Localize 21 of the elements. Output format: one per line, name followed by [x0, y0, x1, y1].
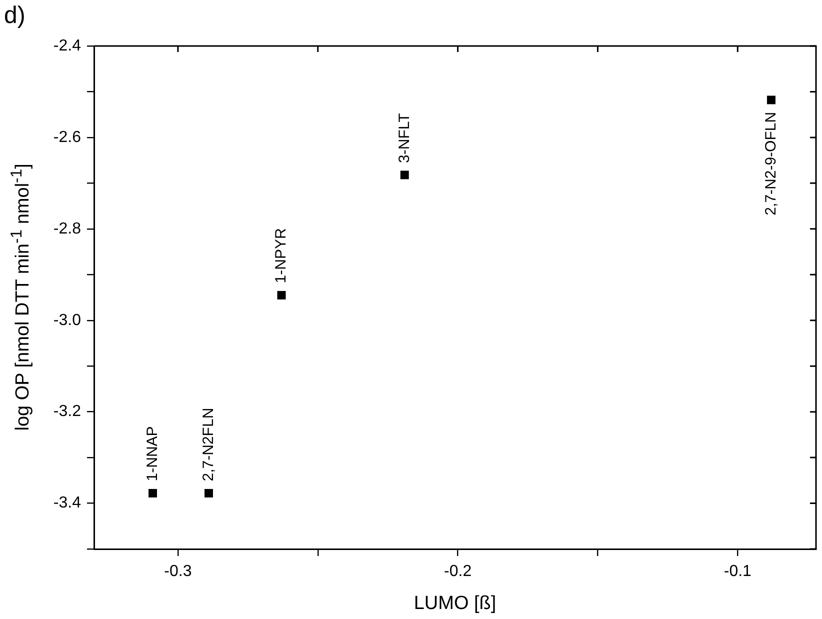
- x-tick-label: -0.3: [164, 563, 192, 580]
- annotation: 1-NNAP: [144, 426, 161, 482]
- x-tick-label: -0.2: [444, 563, 472, 580]
- x-axis-title: LUMO [ß]: [414, 592, 496, 614]
- annotation: 2,7-N2-9-OFLN: [762, 112, 780, 216]
- annotation: 1-NPYR: [272, 228, 290, 284]
- point: [204, 488, 213, 498]
- annotation: 3-NFLT: [396, 113, 413, 163]
- y-tick-label: -2.6: [53, 128, 82, 146]
- y-tick-label: -3.0: [53, 312, 82, 329]
- text: d): [4, 2, 26, 30]
- y-tick-label: -2.4: [53, 37, 82, 54]
- y-tick-label: -2.8: [53, 220, 82, 238]
- point: [400, 170, 409, 180]
- annotation: 2,7-N2FLN: [200, 408, 217, 482]
- y-tick-label: -3.4: [53, 494, 82, 512]
- y-tick-label: -3.2: [53, 403, 82, 420]
- point: [766, 96, 776, 104]
- point: [277, 290, 286, 300]
- point: [148, 488, 158, 498]
- x-tick-label: -0.1: [724, 563, 752, 580]
